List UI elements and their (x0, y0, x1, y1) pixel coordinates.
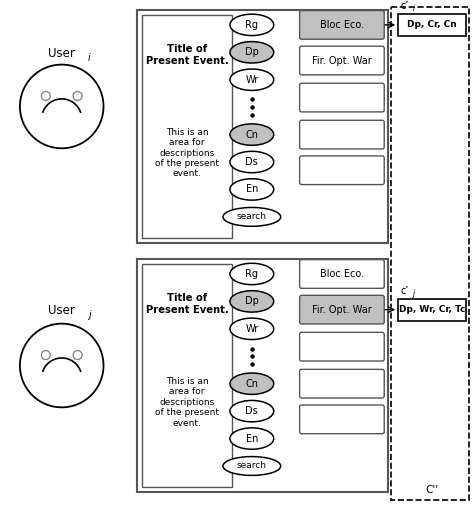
FancyBboxPatch shape (300, 405, 384, 434)
Text: search: search (237, 462, 267, 471)
FancyBboxPatch shape (142, 264, 232, 487)
FancyBboxPatch shape (137, 10, 388, 243)
Ellipse shape (230, 373, 273, 394)
Text: Wr: Wr (245, 324, 258, 334)
Ellipse shape (230, 291, 273, 312)
FancyBboxPatch shape (300, 260, 384, 288)
Text: Ds: Ds (246, 406, 258, 416)
Text: This is an
area for
descriptions
of the present
event.: This is an area for descriptions of the … (155, 377, 219, 428)
FancyBboxPatch shape (137, 259, 388, 492)
Ellipse shape (230, 69, 273, 90)
FancyBboxPatch shape (300, 46, 384, 75)
Text: Fir. Opt. War: Fir. Opt. War (312, 305, 372, 315)
Text: User: User (48, 304, 75, 317)
Ellipse shape (230, 14, 273, 35)
Text: En: En (246, 434, 258, 443)
Text: Fir. Opt. War: Fir. Opt. War (312, 56, 372, 66)
Ellipse shape (230, 124, 273, 145)
Text: i: i (413, 5, 415, 14)
Text: i: i (88, 53, 91, 63)
Text: Wr: Wr (245, 75, 258, 85)
Text: c’: c’ (400, 1, 409, 11)
Ellipse shape (230, 263, 273, 285)
Text: Rg: Rg (246, 269, 258, 279)
FancyBboxPatch shape (398, 14, 466, 36)
FancyBboxPatch shape (142, 15, 232, 238)
Ellipse shape (223, 208, 281, 226)
Text: search: search (237, 213, 267, 221)
Ellipse shape (230, 152, 273, 173)
Text: User: User (48, 47, 75, 60)
FancyBboxPatch shape (300, 332, 384, 361)
FancyBboxPatch shape (398, 298, 466, 321)
FancyBboxPatch shape (300, 156, 384, 185)
Text: En: En (246, 184, 258, 194)
Text: Dp, Cr, Cn: Dp, Cr, Cn (407, 20, 457, 29)
FancyBboxPatch shape (300, 120, 384, 149)
Text: Cn: Cn (246, 379, 258, 389)
FancyBboxPatch shape (300, 11, 384, 39)
Text: Dp, Wr, Cr, Tc: Dp, Wr, Cr, Tc (399, 305, 465, 314)
Ellipse shape (230, 318, 273, 339)
Text: Bloc Eco.: Bloc Eco. (320, 20, 364, 30)
Text: c’: c’ (400, 286, 409, 296)
Text: Dp: Dp (245, 47, 259, 57)
Text: j: j (88, 310, 91, 320)
Text: Rg: Rg (246, 20, 258, 30)
Text: Title of
Present Event.: Title of Present Event. (146, 44, 228, 66)
FancyBboxPatch shape (300, 83, 384, 112)
Text: Cn: Cn (246, 130, 258, 139)
Ellipse shape (230, 400, 273, 422)
FancyBboxPatch shape (300, 369, 384, 398)
Text: j: j (413, 289, 415, 298)
Ellipse shape (230, 41, 273, 63)
Text: This is an
area for
descriptions
of the present
event.: This is an area for descriptions of the … (155, 128, 219, 178)
Text: C'': C'' (426, 485, 438, 495)
Text: Dp: Dp (245, 296, 259, 307)
Text: Title of
Present Event.: Title of Present Event. (146, 293, 228, 315)
Ellipse shape (230, 179, 273, 200)
Ellipse shape (230, 428, 273, 449)
FancyBboxPatch shape (300, 295, 384, 324)
Ellipse shape (223, 457, 281, 475)
Text: Ds: Ds (246, 157, 258, 167)
Text: Bloc Eco.: Bloc Eco. (320, 269, 364, 279)
